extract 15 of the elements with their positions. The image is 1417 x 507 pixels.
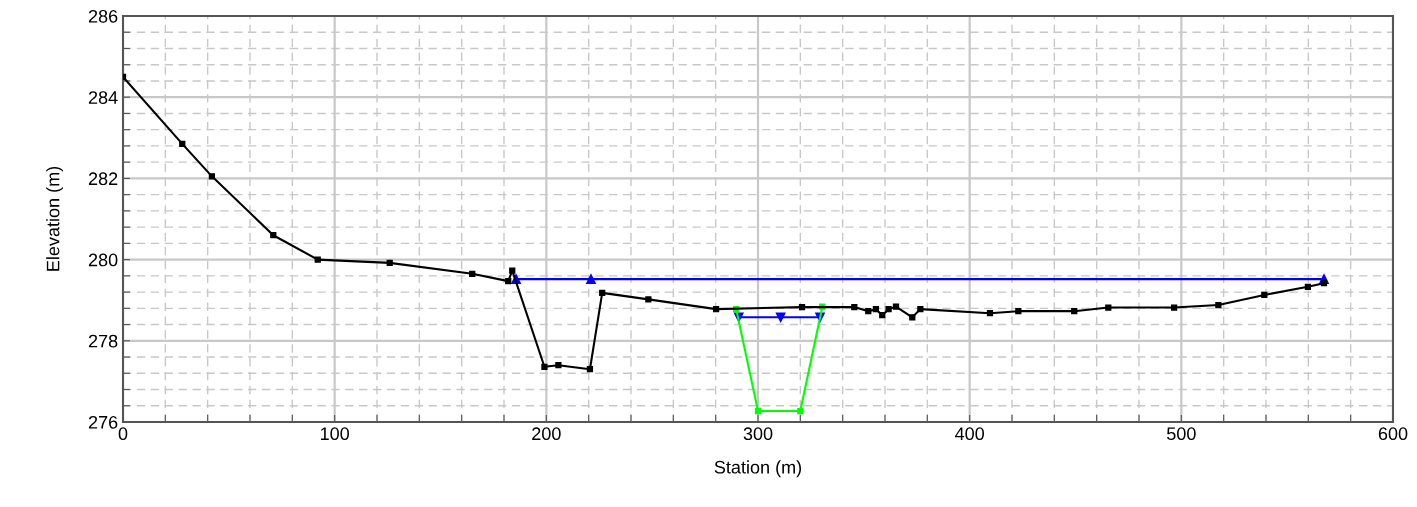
y-tick-label: 284 — [88, 91, 118, 104]
y-tick-label: 278 — [88, 334, 118, 348]
x-tick-label: 0 — [118, 427, 128, 441]
y-axis-title: Elevation (m) — [46, 166, 64, 271]
y-tick-label: 282 — [88, 172, 118, 186]
y-tick-label: 280 — [88, 253, 118, 267]
x-axis-title: Station (m) — [714, 460, 802, 478]
x-tick-label: 600 — [1378, 427, 1408, 441]
x-tick-label: 100 — [320, 427, 350, 441]
x-tick-label: 300 — [743, 427, 773, 441]
x-tick-label: 400 — [955, 427, 985, 441]
y-tick-label: 276 — [88, 415, 118, 429]
x-tick-label: 500 — [1166, 427, 1196, 441]
y-tick-label: 286 — [88, 9, 118, 23]
x-tick-label: 200 — [532, 427, 561, 441]
